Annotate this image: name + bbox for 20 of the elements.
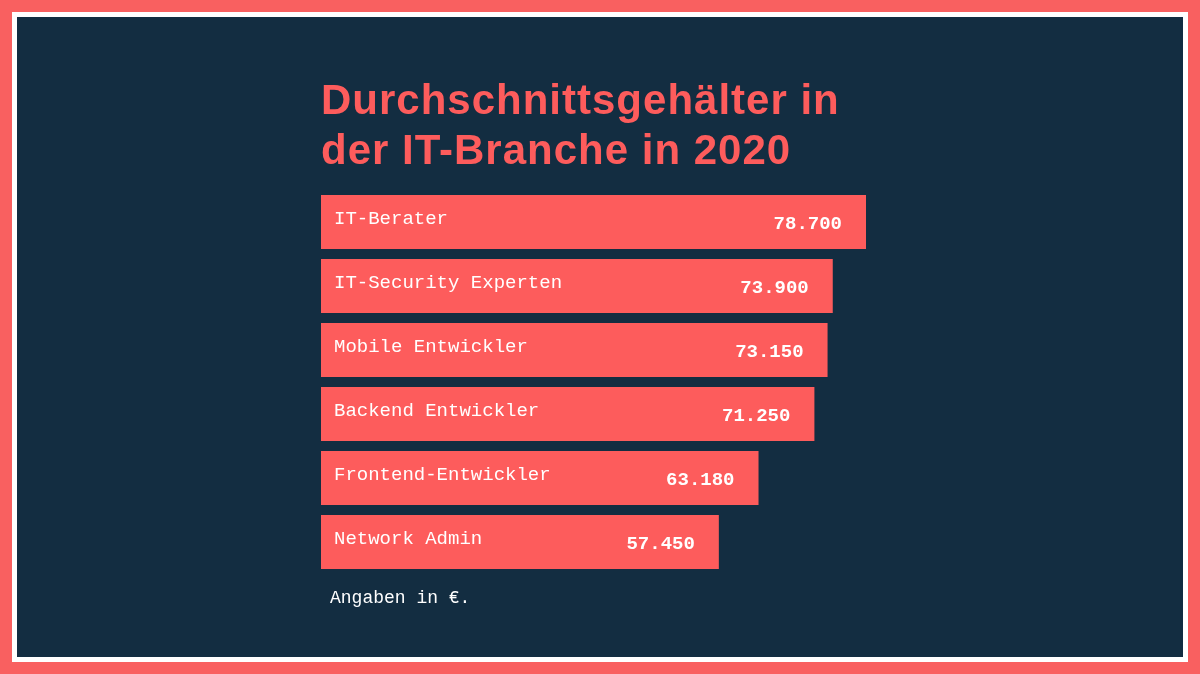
y-tick-label: Network Admin [334, 528, 483, 550]
data-label: 78.700 [773, 213, 842, 235]
y-tick-label: Backend Entwickler [334, 400, 540, 422]
bar [321, 323, 828, 377]
y-tick-label: IT-Security Experten [334, 272, 563, 294]
bar [321, 387, 815, 441]
chart-title: Durchschnittsgehälter in der IT-Branche in 2020 [321, 75, 841, 175]
data-label: 63.180 [666, 469, 735, 491]
bar [321, 515, 719, 569]
bar [321, 259, 833, 313]
y-tick-label: Mobile Entwickler [334, 336, 528, 358]
bar [321, 451, 759, 505]
text: Angaben in €. [330, 587, 471, 610]
y-tick-label: IT-Berater [334, 208, 449, 230]
data-label: 57.450 [626, 533, 695, 555]
data-label: 71.250 [721, 405, 791, 427]
y-tick-label: Frontend-Entwickler [334, 464, 551, 486]
data-label: 73.150 [735, 341, 804, 363]
bar [321, 195, 866, 249]
data-label: 73.900 [740, 277, 809, 299]
